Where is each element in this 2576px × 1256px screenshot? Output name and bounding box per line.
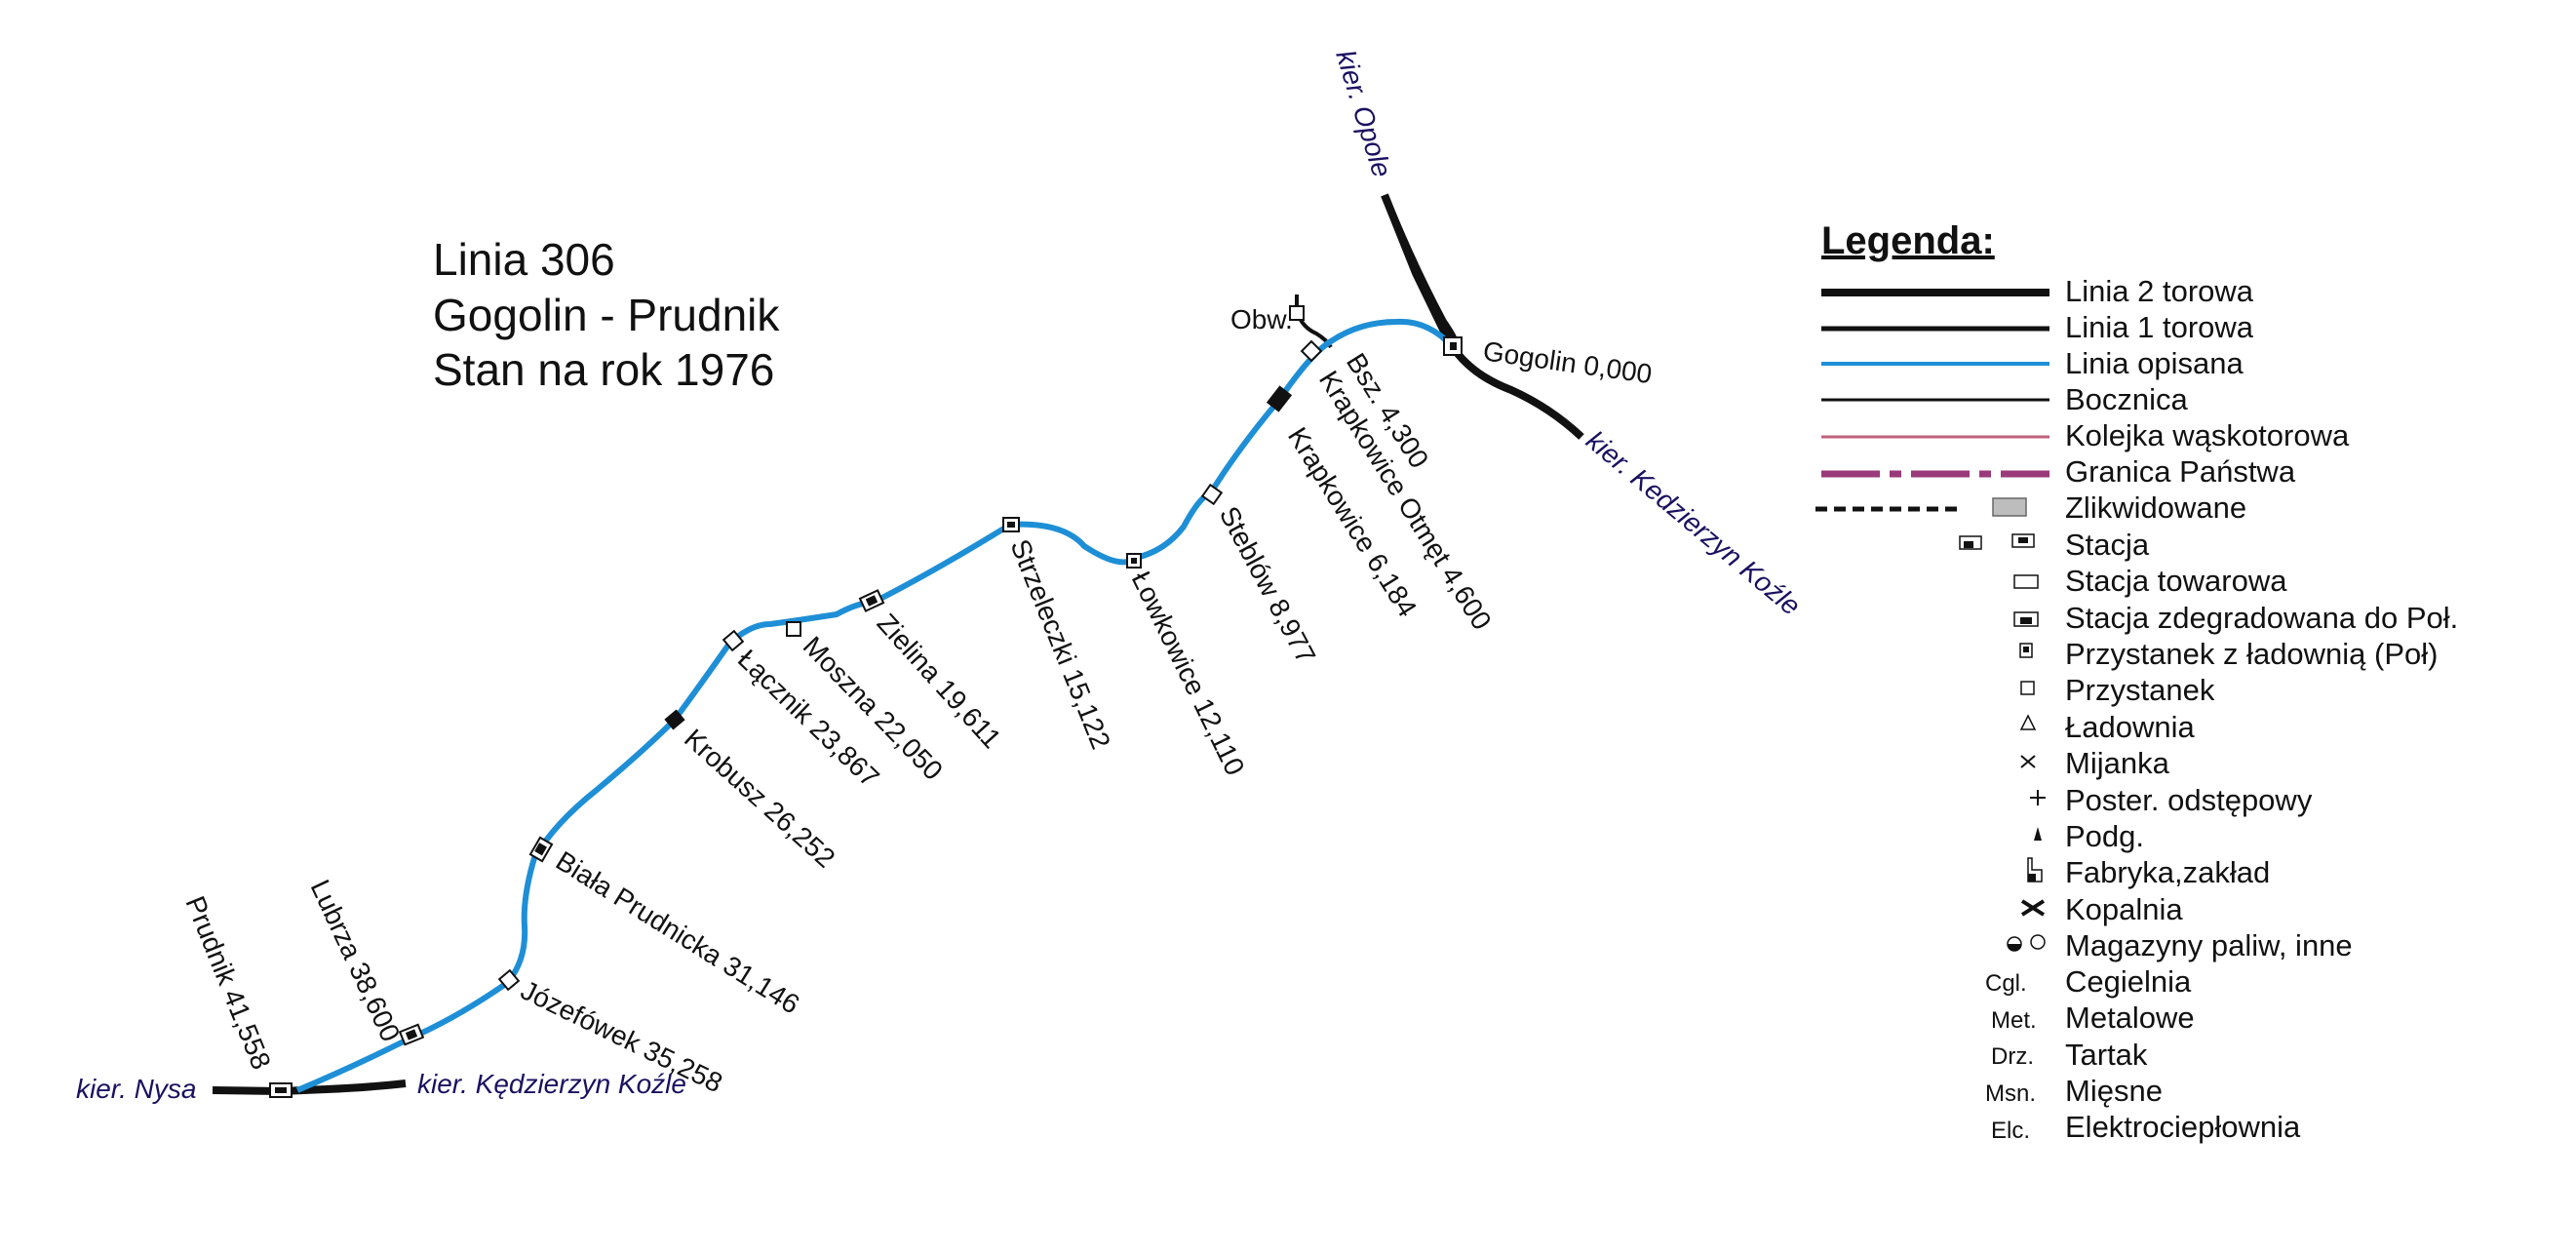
legend-icon-degraded-station-fill bbox=[2020, 617, 2032, 624]
marker-strzeleczki-fill bbox=[1007, 522, 1015, 528]
legend-icon-freight-station bbox=[2013, 574, 2039, 589]
label-steblow: Steblów 8,977 bbox=[1214, 501, 1322, 668]
label-biala-prudnicka: Biała Prudnicka 31,146 bbox=[551, 845, 805, 1020]
marker-krobusz bbox=[664, 709, 685, 730]
marker-jozefowek bbox=[497, 968, 521, 992]
map-title: Linia 306 Gogolin - Prudnik Stan na rok … bbox=[433, 234, 780, 395]
legend-icon-mine bbox=[2020, 899, 2046, 917]
marker-steblow bbox=[1200, 483, 1224, 506]
legend-icon-station-a-fill bbox=[1964, 541, 1973, 548]
legend-icon-station-b-fill bbox=[2018, 537, 2028, 543]
legend-icon-stop bbox=[2020, 681, 2035, 695]
label-gogolin: Gogolin 0,000 bbox=[1481, 335, 1654, 389]
legend-icon-block-post bbox=[2030, 790, 2046, 805]
legend-item: Przystanek bbox=[2065, 673, 2215, 707]
legend-item: Magazyny paliw, inne bbox=[2065, 928, 2353, 962]
marker-moszna bbox=[786, 621, 801, 637]
direction-nysa: kier. Nysa bbox=[76, 1074, 196, 1104]
legend-abbr-drz: Drz. bbox=[1991, 1043, 2034, 1070]
legend-item: Linia 2 torowa bbox=[2065, 274, 2254, 308]
title-line-2: Gogolin - Prudnik bbox=[433, 290, 780, 340]
label-lowkowice: Łowkowice 12,110 bbox=[1126, 567, 1251, 780]
legend-item: Przystanek z ładownią (Poł) bbox=[2065, 637, 2439, 671]
legend-item: Kopalnia bbox=[2065, 892, 2183, 926]
label-strzeleczki: Strzeleczki 15,122 bbox=[1004, 535, 1115, 754]
label-lubrza: Lubrza 38,600 bbox=[305, 875, 407, 1045]
legend-item: Stacja bbox=[2065, 528, 2150, 562]
station-marker-gogolin-fill bbox=[1450, 342, 1457, 350]
legend-icon-fuel-depot-fill bbox=[2008, 944, 2021, 951]
legend-item: Stacja zdegradowana do Poł. bbox=[2065, 601, 2458, 635]
direction-kedzierzyn-sw: kier. Kędzierzyn Koźle bbox=[417, 1069, 686, 1099]
marker-prudnik-fill bbox=[275, 1087, 287, 1093]
label-prudnik: Prudnik 41,558 bbox=[179, 892, 276, 1074]
marker-lowkowice-fill bbox=[1131, 558, 1137, 564]
legend-item: Metalowe bbox=[2065, 1001, 2195, 1035]
described-line-306 bbox=[295, 318, 1456, 1093]
legend-item: Tartak bbox=[2065, 1038, 2148, 1072]
marker-bsz bbox=[1300, 339, 1323, 363]
marker-lubrza-fill bbox=[405, 1029, 418, 1040]
legend-item: Granica Państwa bbox=[2065, 454, 2296, 489]
double-track-opole bbox=[1381, 193, 1452, 341]
legend-item: Mijanka bbox=[2065, 746, 2170, 780]
legend-item: Ładownia bbox=[2065, 710, 2195, 744]
marker-zielina-fill bbox=[865, 595, 878, 607]
legend-icon-stop-with-loading-fill bbox=[2023, 647, 2029, 652]
legend-heading: Legenda: bbox=[1821, 219, 1995, 262]
legend-item: Linia 1 torowa bbox=[2065, 310, 2254, 344]
legend-icon-other-depot bbox=[2030, 934, 2046, 950]
legend-sample-abandoned-box bbox=[1992, 497, 2027, 517]
legend-item: Stacja towarowa bbox=[2065, 564, 2287, 598]
legend-abbr-elc: Elc. bbox=[1991, 1118, 2030, 1144]
legend-item: Zlikwidowane bbox=[2065, 491, 2246, 525]
legend-item: Fabryka,zakład bbox=[2065, 855, 2270, 889]
direction-kedzierzyn-ne: kier. Kedzierzyn Koźle bbox=[1581, 425, 1806, 621]
title-line-1: Linia 306 bbox=[433, 234, 615, 285]
legend-abbr-msn: Msn. bbox=[1985, 1080, 2036, 1107]
legend-abbr-cgl: Cgl. bbox=[1985, 970, 2027, 997]
label-obw: Obw. bbox=[1230, 304, 1293, 334]
title-line-3: Stan na rok 1976 bbox=[433, 344, 774, 395]
legend: Legenda: Cgl. Met. Drz. Ms bbox=[1815, 219, 2458, 1144]
marker-biala-prudnicka-fill bbox=[534, 843, 547, 856]
legend-item: Poster. odstępowy bbox=[2065, 783, 2313, 817]
legend-icon-loading-point bbox=[2019, 714, 2037, 730]
direction-opole: kier. Opole bbox=[1330, 47, 1397, 181]
legend-icon-passing-loop bbox=[2020, 755, 2036, 768]
legend-item: Elektrociepłownia bbox=[2065, 1110, 2301, 1144]
station-labels: Gogolin 0,000 Obw. Bsz. 4,300 Krapkowice… bbox=[179, 304, 1654, 1098]
track-nysa-kedzierzyn bbox=[212, 1079, 407, 1096]
legend-item: Mięsne bbox=[2065, 1074, 2163, 1108]
legend-item: Podg. bbox=[2065, 819, 2144, 853]
legend-item: Cegielnia bbox=[2065, 964, 2192, 999]
marker-obw bbox=[1289, 305, 1305, 321]
legend-icon-siding-post bbox=[2034, 827, 2042, 841]
legend-item: Bocznica bbox=[2065, 382, 2189, 416]
legend-abbr-met: Met. bbox=[1991, 1007, 2037, 1034]
station-markers bbox=[269, 305, 1463, 1098]
legend-item: Linia opisana bbox=[2065, 346, 2244, 380]
marker-lacznik bbox=[722, 629, 745, 652]
track-to-kedzierzyn-ne bbox=[1449, 344, 1584, 440]
legend-icon-factory-fill bbox=[2028, 874, 2036, 882]
legend-item: Kolejka wąskotorowa bbox=[2065, 418, 2350, 452]
marker-krapkowice bbox=[1266, 385, 1293, 412]
